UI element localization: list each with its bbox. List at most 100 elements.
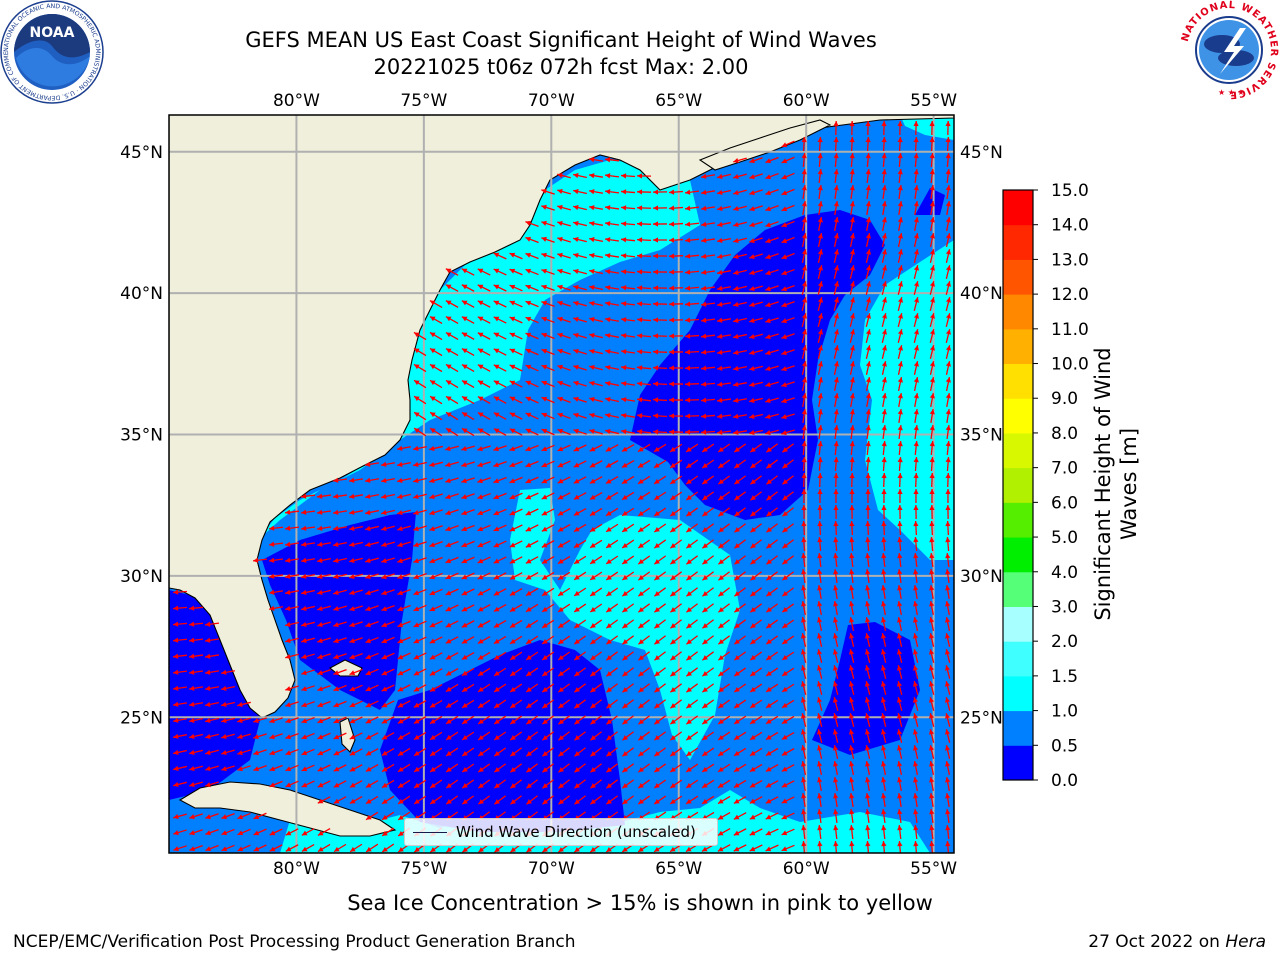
wave-direction-arrow	[413, 541, 427, 548]
wave-direction-arrow	[881, 520, 887, 536]
wave-direction-arrow	[461, 348, 475, 356]
wave-direction-arrow	[929, 200, 935, 216]
wave-direction-arrow	[590, 715, 602, 725]
wave-direction-arrow	[445, 731, 459, 741]
wave-direction-arrow	[801, 568, 807, 584]
legend-label: Wind Wave Direction (unscaled)	[456, 823, 696, 841]
wave-direction-arrow	[333, 700, 347, 708]
wave-direction-arrow	[849, 329, 856, 343]
wave-direction-arrow	[684, 189, 700, 195]
colorbar-tick-label: 15.0	[1051, 181, 1089, 201]
wave-direction-arrow	[833, 601, 839, 615]
wave-direction-arrow	[833, 792, 839, 808]
wave-direction-arrow	[865, 313, 872, 327]
wave-direction-arrow	[782, 539, 794, 549]
wave-direction-arrow	[605, 779, 619, 789]
wave-direction-arrow	[913, 552, 919, 568]
wave-direction-arrow	[172, 669, 188, 675]
wave-direction-arrow	[413, 525, 427, 532]
wave-direction-arrow	[525, 348, 539, 356]
wave-direction-arrow	[541, 460, 555, 468]
wave-direction-arrow	[849, 584, 855, 600]
wave-direction-arrow	[765, 397, 779, 404]
wave-direction-arrow	[849, 617, 855, 631]
wave-direction-arrow	[365, 636, 379, 644]
wave-direction-arrow	[509, 556, 523, 564]
wave-direction-arrow	[574, 795, 586, 805]
wave-direction-arrow	[477, 492, 491, 500]
wave-direction-arrow	[865, 200, 871, 216]
lon-tick-label-top: 55°W	[910, 91, 957, 111]
wave-direction-arrow	[717, 507, 731, 517]
wave-direction-arrow	[817, 249, 823, 263]
wave-direction-arrow	[749, 844, 763, 852]
gulf-blue-region	[169, 590, 260, 800]
wave-direction-arrow	[638, 635, 650, 645]
wave-direction-arrow	[849, 345, 855, 359]
wave-direction-arrow	[668, 269, 684, 275]
wave-direction-arrow	[897, 136, 903, 152]
wave-direction-arrow	[477, 477, 491, 484]
wave-direction-arrow	[653, 779, 667, 789]
wave-direction-arrow	[801, 152, 807, 168]
wave-direction-arrow	[285, 844, 299, 852]
wave-direction-arrow	[525, 540, 539, 548]
wave-direction-arrow	[605, 507, 619, 517]
wave-direction-arrow	[621, 619, 635, 629]
wave-direction-arrow	[945, 777, 951, 791]
wave-direction-arrow	[669, 779, 683, 789]
wave-direction-arrow	[413, 652, 427, 660]
wave-direction-arrow	[525, 524, 539, 532]
wave-direction-arrow	[865, 777, 871, 791]
wave-direction-arrow	[301, 637, 315, 644]
wave-direction-arrow	[781, 220, 795, 228]
wave-direction-arrow	[733, 333, 747, 339]
wave-direction-arrow	[445, 620, 459, 628]
wave-direction-arrow	[333, 716, 347, 724]
wave-direction-arrow	[573, 492, 587, 500]
wave-direction-arrow	[684, 237, 700, 243]
wave-direction-arrow	[445, 445, 459, 452]
wave-direction-arrow	[929, 520, 935, 536]
wave-direction-arrow	[365, 509, 379, 515]
wave-direction-arrow	[833, 329, 840, 343]
wave-direction-arrow	[749, 667, 763, 677]
wave-direction-arrow	[317, 637, 331, 644]
wave-direction-arrow	[897, 792, 903, 808]
wave-direction-arrow	[913, 617, 919, 631]
wave-direction-arrow	[477, 715, 491, 725]
wave-direction-arrow	[349, 700, 363, 708]
wave-direction-arrow	[317, 716, 331, 724]
wave-direction-arrow	[574, 747, 586, 757]
wave-direction-arrow	[733, 253, 747, 260]
wave-direction-arrow	[865, 520, 871, 536]
wave-direction-arrow	[188, 621, 204, 627]
wave-direction-arrow	[817, 761, 823, 775]
wave-direction-arrow	[525, 428, 539, 436]
wave-direction-arrow	[684, 349, 700, 355]
wave-direction-arrow	[349, 843, 363, 853]
cuba-land	[178, 781, 397, 837]
wave-direction-arrow	[897, 649, 903, 663]
wave-direction-arrow	[717, 763, 731, 773]
wave-direction-arrow	[172, 605, 188, 611]
wave-direction-arrow	[461, 427, 475, 437]
wave-direction-arrow	[700, 301, 716, 307]
wave-direction-arrow	[800, 713, 807, 727]
wave-direction-arrow	[865, 265, 871, 279]
wave-direction-arrow	[781, 349, 795, 356]
wave-direction-arrow	[301, 716, 315, 724]
wave-direction-arrow	[381, 493, 395, 499]
wave-direction-arrow	[429, 477, 443, 484]
lon-tick-label-top: 80°W	[273, 91, 320, 111]
wave-direction-arrow	[701, 763, 715, 773]
wave-direction-arrow	[365, 525, 379, 531]
wave-direction-arrow	[945, 120, 951, 136]
wave-direction-arrow	[945, 472, 951, 488]
wave-direction-arrow	[509, 445, 523, 452]
wave-direction-arrow	[801, 777, 807, 791]
wave-direction-arrow	[429, 636, 443, 644]
wave-direction-arrow	[301, 701, 315, 708]
wave-direction-arrow	[749, 828, 763, 836]
wave-direction-arrow	[929, 488, 935, 504]
